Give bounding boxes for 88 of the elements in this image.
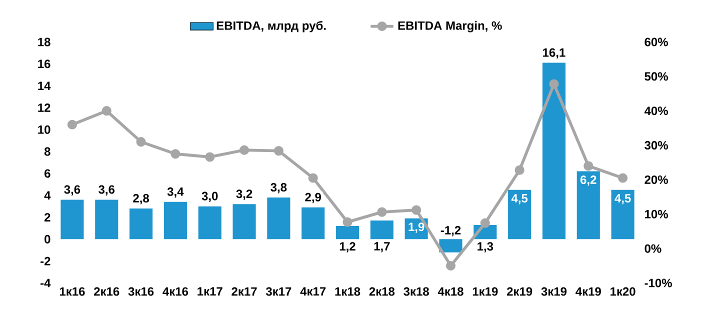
- x-tick-label: 1к18: [335, 287, 360, 296]
- data-label: 3,0: [202, 192, 218, 202]
- y-tick-label: 12: [38, 104, 50, 112]
- y2-tick-label: 40%: [644, 106, 668, 116]
- bar: [542, 62, 566, 240]
- bar: [232, 204, 256, 240]
- y2-tick-label: 20%: [644, 175, 668, 184]
- data-label: 1,9: [408, 222, 424, 233]
- x-tick-label: 3к18: [404, 287, 429, 296]
- data-label: 4,5: [614, 194, 631, 204]
- bar: [302, 207, 325, 240]
- data-label: 1,2: [340, 242, 356, 252]
- point: [412, 205, 422, 215]
- point: [170, 149, 180, 159]
- x-tick-label: 2к17: [232, 287, 257, 296]
- x-tick-label: 4к18: [438, 287, 464, 296]
- y2-tick-label: 60%: [644, 38, 668, 46]
- bar: [95, 200, 118, 240]
- bar: [164, 202, 187, 240]
- data-label: 1,3: [478, 242, 494, 252]
- x-tick-label: 1к20: [610, 287, 636, 296]
- y2-tick-label: 0%: [644, 244, 662, 253]
- y-tick-label: 4: [44, 191, 51, 200]
- point: [549, 79, 559, 89]
- y-tick-label: 16: [38, 60, 50, 68]
- point: [342, 217, 352, 227]
- legend-label: EBITDA, млрд руб.: [216, 20, 326, 32]
- x-tick-label: 3к19: [541, 287, 567, 296]
- y-tick-label: 2: [44, 213, 50, 222]
- y-tick-label: 6: [44, 169, 50, 178]
- point: [136, 137, 146, 147]
- point: [446, 260, 456, 271]
- y-tick-label: 0: [44, 234, 50, 244]
- bar: [439, 239, 462, 252]
- point: [239, 145, 250, 155]
- point: [514, 165, 524, 175]
- y-tick-label: 10: [38, 125, 50, 134]
- data-label: 3,6: [64, 185, 80, 196]
- x-tick-label: 1к16: [60, 287, 85, 296]
- x-tick-label: 1к19: [472, 287, 498, 296]
- data-label: 2,9: [305, 192, 321, 204]
- data-label: 6,2: [580, 176, 596, 186]
- bar: [130, 208, 153, 240]
- bar: [508, 190, 532, 240]
- data-label: 3,6: [98, 185, 115, 196]
- bar: [267, 198, 290, 240]
- point: [205, 152, 215, 162]
- x-tick-label: 4к16: [162, 287, 188, 296]
- data-label: 3,2: [236, 190, 252, 200]
- data-label: 1,7: [374, 242, 390, 252]
- bar: [198, 206, 222, 240]
- data-label: 3,4: [167, 187, 184, 198]
- x-tick-label: 3к17: [266, 287, 292, 296]
- bar: [611, 190, 634, 240]
- x-tick-label: 2к16: [94, 287, 120, 296]
- x-tick-label: 2к18: [369, 287, 395, 296]
- data-label: 3,8: [270, 183, 287, 194]
- point: [102, 106, 112, 116]
- y-tick-label: 8: [44, 147, 50, 156]
- point: [308, 173, 318, 183]
- legend-label: EBITDA Margin, %: [398, 21, 502, 32]
- y2-tick-label: 50%: [644, 72, 668, 81]
- bar: [60, 200, 84, 240]
- y2-tick-label: -10%: [644, 278, 672, 288]
- point: [377, 207, 387, 217]
- y-tick-label: -4: [40, 278, 51, 288]
- y2-tick-label: 30%: [644, 141, 668, 150]
- data-label: 16,1: [543, 48, 566, 59]
- x-tick-label: 3к16: [128, 287, 154, 296]
- x-tick-label: 1к17: [198, 287, 222, 296]
- point: [480, 218, 490, 228]
- y2-tick-label: 10%: [645, 210, 668, 218]
- y-tick-label: -2: [40, 256, 50, 266]
- y-tick-label: 14: [38, 82, 51, 90]
- point: [67, 120, 78, 130]
- bar: [370, 220, 394, 240]
- y-tick-label: 18: [38, 38, 50, 46]
- bar: [336, 226, 360, 240]
- data-label: 4,5: [511, 194, 528, 204]
- bar: [576, 171, 600, 240]
- data-label: 2,8: [133, 194, 150, 204]
- point: [584, 161, 594, 171]
- point: [618, 173, 628, 183]
- x-tick-label: 4к19: [576, 287, 601, 296]
- point: [274, 146, 284, 156]
- x-tick-label: 4к17: [300, 287, 326, 296]
- data-label: -1,2: [440, 226, 461, 236]
- x-tick-label: 2к19: [506, 287, 532, 296]
